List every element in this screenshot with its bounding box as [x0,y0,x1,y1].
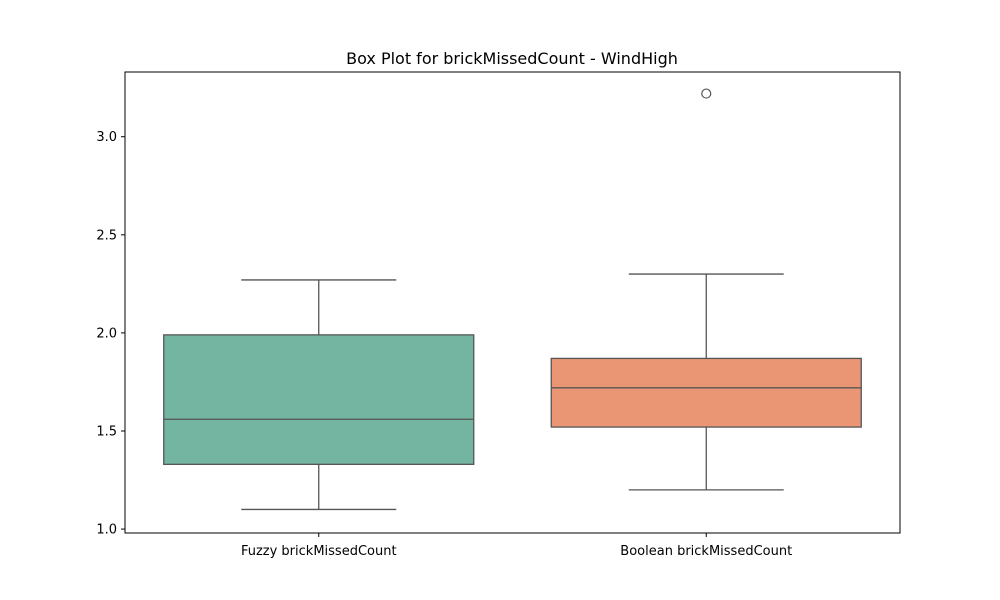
chart-title: Box Plot for brickMissedCount - WindHigh [346,49,678,68]
iqr-box [163,334,475,465]
x-tick-label: Boolean brickMissedCount [620,544,792,559]
y-tick-label: 2.5 [96,228,117,243]
x-tick-label: Fuzzy brickMissedCount [241,544,397,559]
y-tick-label: 3.0 [96,130,117,145]
y-tick-label: 2.0 [96,326,117,341]
plot-marks: 1.0 1.5 2.0 2.5 3.0 Fuzzy brickMissedCount Boo… [96,88,862,559]
y-tick-label: 1.0 [96,523,117,538]
plot-frame [124,71,901,534]
y-tick-label: 1.5 [96,424,117,439]
iqr-box [550,357,862,428]
outlier-point [701,88,712,99]
